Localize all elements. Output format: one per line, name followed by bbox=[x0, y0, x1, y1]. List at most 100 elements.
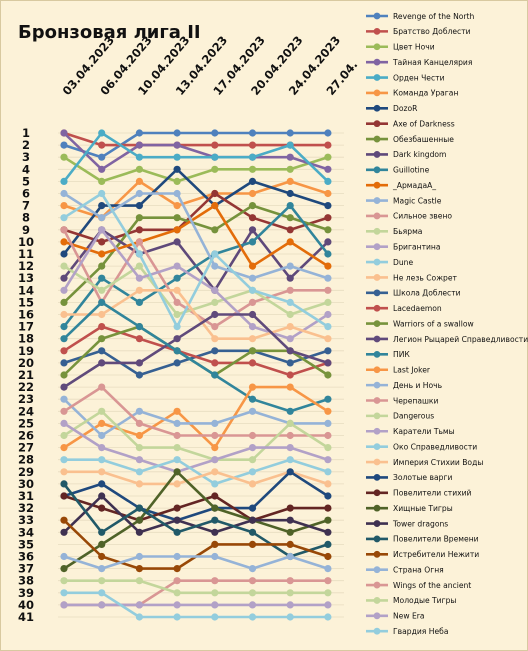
y-tick-label: 21 bbox=[18, 368, 34, 382]
y-tick-label: 10 bbox=[18, 235, 34, 249]
y-tick-label: 14 bbox=[18, 283, 34, 297]
series-line bbox=[63, 422, 329, 474]
data-point bbox=[173, 552, 181, 561]
data-point bbox=[135, 577, 143, 585]
legend-label: Страна Огня bbox=[393, 565, 444, 574]
data-point bbox=[324, 274, 332, 282]
data-point bbox=[135, 613, 143, 621]
y-tick-label: 29 bbox=[18, 465, 34, 479]
data-point bbox=[286, 516, 294, 524]
data-point bbox=[173, 347, 181, 355]
data-point bbox=[286, 371, 294, 379]
data-point bbox=[211, 310, 219, 319]
legend-swatch-marker bbox=[373, 197, 381, 204]
y-tick-label: 4 bbox=[22, 162, 30, 176]
data-point bbox=[324, 589, 332, 597]
series-line bbox=[63, 132, 329, 171]
data-point bbox=[135, 323, 143, 331]
data-point bbox=[286, 323, 294, 331]
data-point bbox=[60, 238, 68, 246]
data-point bbox=[173, 129, 181, 137]
data-point bbox=[98, 274, 106, 282]
data-point bbox=[286, 177, 294, 185]
data-point bbox=[324, 371, 332, 379]
data-point bbox=[135, 480, 143, 488]
data-point bbox=[60, 347, 68, 355]
y-tick-label: 41 bbox=[18, 610, 34, 624]
series-31 bbox=[60, 492, 332, 524]
legend-item: Не лезь Сожрет bbox=[366, 273, 458, 282]
data-point bbox=[135, 504, 143, 512]
legend-item: Axe of Darkness bbox=[366, 119, 455, 128]
legend-label: Бьярма bbox=[393, 227, 422, 236]
series-40 bbox=[60, 589, 332, 621]
data-point bbox=[324, 250, 332, 258]
data-point bbox=[248, 323, 257, 331]
data-point bbox=[248, 528, 257, 536]
legend-item: Тайная Канцелярия bbox=[366, 58, 472, 67]
series-28 bbox=[60, 456, 332, 488]
data-point bbox=[60, 395, 68, 403]
y-tick-label: 30 bbox=[18, 477, 34, 491]
data-point bbox=[60, 552, 68, 561]
data-point bbox=[211, 577, 219, 585]
data-point bbox=[286, 444, 294, 452]
data-point bbox=[135, 177, 143, 185]
y-tick-label: 15 bbox=[18, 295, 34, 309]
legend-item: Братство Доблести bbox=[366, 27, 471, 36]
data-point bbox=[135, 371, 143, 379]
legend-label: Dark kingdom bbox=[393, 150, 446, 159]
y-tick-label: 20 bbox=[18, 356, 34, 370]
data-point bbox=[60, 298, 68, 306]
data-point bbox=[324, 492, 332, 500]
legend-item: Tower dragons bbox=[366, 519, 448, 528]
legend-item: Dangerous bbox=[366, 412, 434, 421]
legend-swatch-marker bbox=[373, 458, 381, 466]
series-line bbox=[63, 385, 328, 437]
series-21 bbox=[60, 310, 332, 391]
data-point bbox=[286, 153, 294, 161]
series-line bbox=[63, 192, 329, 328]
data-point bbox=[98, 492, 106, 500]
data-point bbox=[211, 129, 219, 137]
legend-item: Lacedaemon bbox=[366, 304, 442, 313]
series-line bbox=[64, 579, 328, 595]
data-point bbox=[211, 226, 219, 234]
data-point bbox=[248, 347, 257, 355]
legend-label: Tower dragons bbox=[392, 519, 448, 528]
data-point bbox=[324, 359, 332, 367]
data-point bbox=[286, 189, 294, 198]
legend-swatch-marker bbox=[373, 627, 381, 635]
legend-item: Черепашки bbox=[366, 396, 439, 405]
data-point bbox=[248, 504, 257, 512]
data-point bbox=[135, 189, 143, 198]
legend-swatch-marker bbox=[373, 212, 381, 220]
data-point bbox=[60, 444, 68, 452]
data-point bbox=[211, 456, 219, 464]
data-point bbox=[211, 250, 219, 258]
data-point bbox=[60, 226, 68, 234]
data-point bbox=[60, 202, 68, 210]
data-point bbox=[173, 153, 181, 161]
data-point bbox=[173, 504, 181, 512]
legend-swatch-marker bbox=[373, 227, 381, 235]
data-point bbox=[286, 589, 294, 597]
legend-label: Молодые Тигры bbox=[393, 596, 456, 605]
legend-item: Magic Castle bbox=[366, 196, 442, 205]
legend-swatch-marker bbox=[373, 489, 381, 497]
legend-swatch-marker bbox=[373, 104, 381, 112]
data-point bbox=[248, 274, 257, 282]
series-4 bbox=[60, 129, 332, 185]
series-16 bbox=[60, 189, 332, 331]
data-point bbox=[173, 528, 181, 536]
series-36 bbox=[60, 552, 332, 573]
data-point bbox=[60, 528, 68, 536]
legend-label: Гвардия Неба bbox=[393, 627, 448, 636]
data-point bbox=[286, 335, 294, 343]
legend-swatch-marker bbox=[373, 181, 381, 189]
legend-item: Легион Рыцарей Справедливости bbox=[366, 335, 528, 344]
y-tick-label: 1 bbox=[22, 126, 30, 140]
y-tick-label: 35 bbox=[18, 537, 34, 551]
data-point bbox=[324, 419, 332, 427]
legend-swatch-marker bbox=[373, 474, 381, 481]
